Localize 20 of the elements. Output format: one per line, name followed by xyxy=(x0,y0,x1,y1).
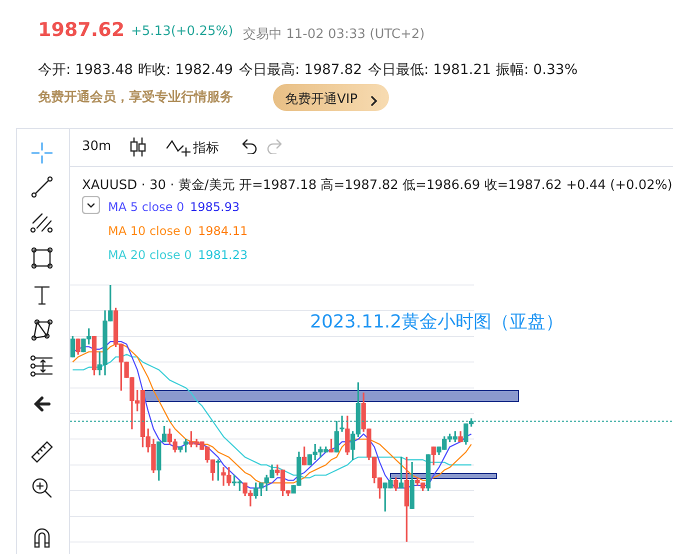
text: 今开: 1983.48 xyxy=(38,61,134,79)
chart-subtitle: XAUUSD · 30 · 黄金/美元 开=1987.18 高=1987.82 低=1986.69 收=1987.62 +0.44 (+0.02%) xyxy=(82,177,672,194)
text: 1984.11 xyxy=(198,224,248,238)
text: MA 5 close 0 xyxy=(108,200,184,214)
text: 30m xyxy=(82,139,112,154)
text: 1981.23 xyxy=(198,248,248,262)
text: MA 10 close 0 xyxy=(108,224,192,238)
text: 免费开通VIP xyxy=(285,91,358,108)
text: 2023.11.2黄金小时图（亚盘） xyxy=(310,312,564,333)
text: 1985.93 xyxy=(190,200,240,214)
text: 交易中 11-02 03:33 (UTC+2) xyxy=(243,26,425,43)
text: 今日最低: 1981.21 xyxy=(368,61,492,79)
text: 振幅: 0.33% xyxy=(496,61,578,79)
text: 指标 xyxy=(193,140,219,157)
text: +5.13(+0.25%) xyxy=(131,24,234,39)
text: 今日最高: 1987.82 xyxy=(239,61,362,79)
text: 昨收: 1982.49 xyxy=(138,61,234,79)
text: MA 20 close 0 xyxy=(108,248,192,262)
text: 1987.62 xyxy=(38,19,125,41)
text: 免费开通会员，享受专业行情服务 xyxy=(38,88,233,106)
